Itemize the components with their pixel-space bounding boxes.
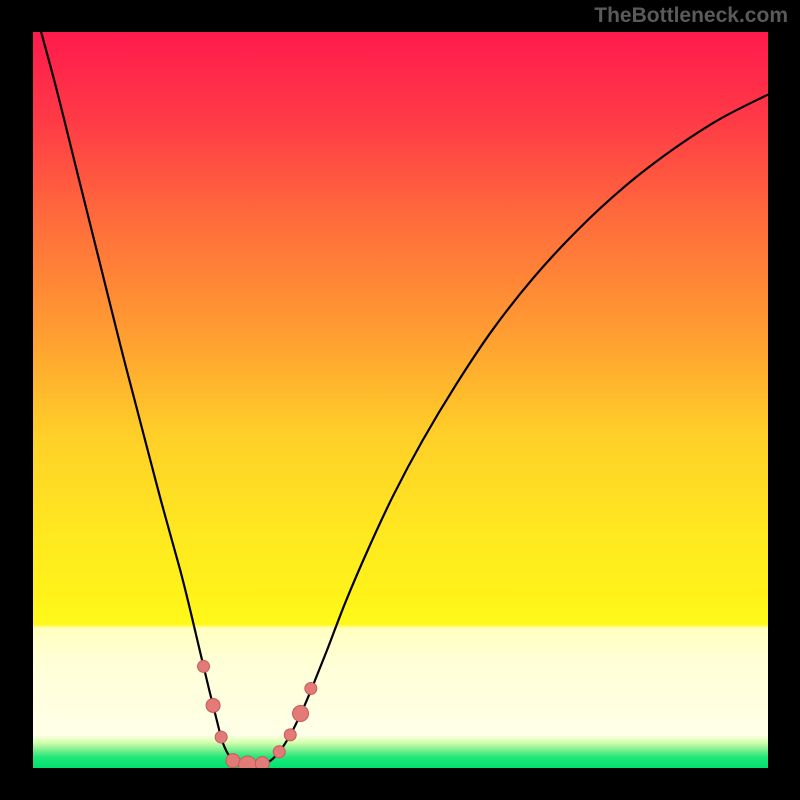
marker-dot bbox=[305, 683, 317, 695]
marker-dot bbox=[198, 660, 210, 672]
marker-dot bbox=[239, 756, 257, 768]
marker-dot bbox=[215, 731, 227, 743]
plot-area bbox=[33, 32, 768, 768]
marker-group bbox=[198, 660, 317, 768]
marker-dot bbox=[255, 757, 269, 768]
watermark-text: TheBottleneck.com bbox=[594, 4, 788, 28]
bottleneck-curve bbox=[33, 32, 768, 766]
plot-svg bbox=[33, 32, 768, 768]
marker-dot bbox=[273, 746, 285, 758]
marker-dot bbox=[226, 754, 240, 768]
marker-dot bbox=[293, 706, 309, 722]
marker-dot bbox=[206, 698, 220, 712]
marker-dot bbox=[284, 729, 296, 741]
gradient-background bbox=[33, 32, 768, 768]
